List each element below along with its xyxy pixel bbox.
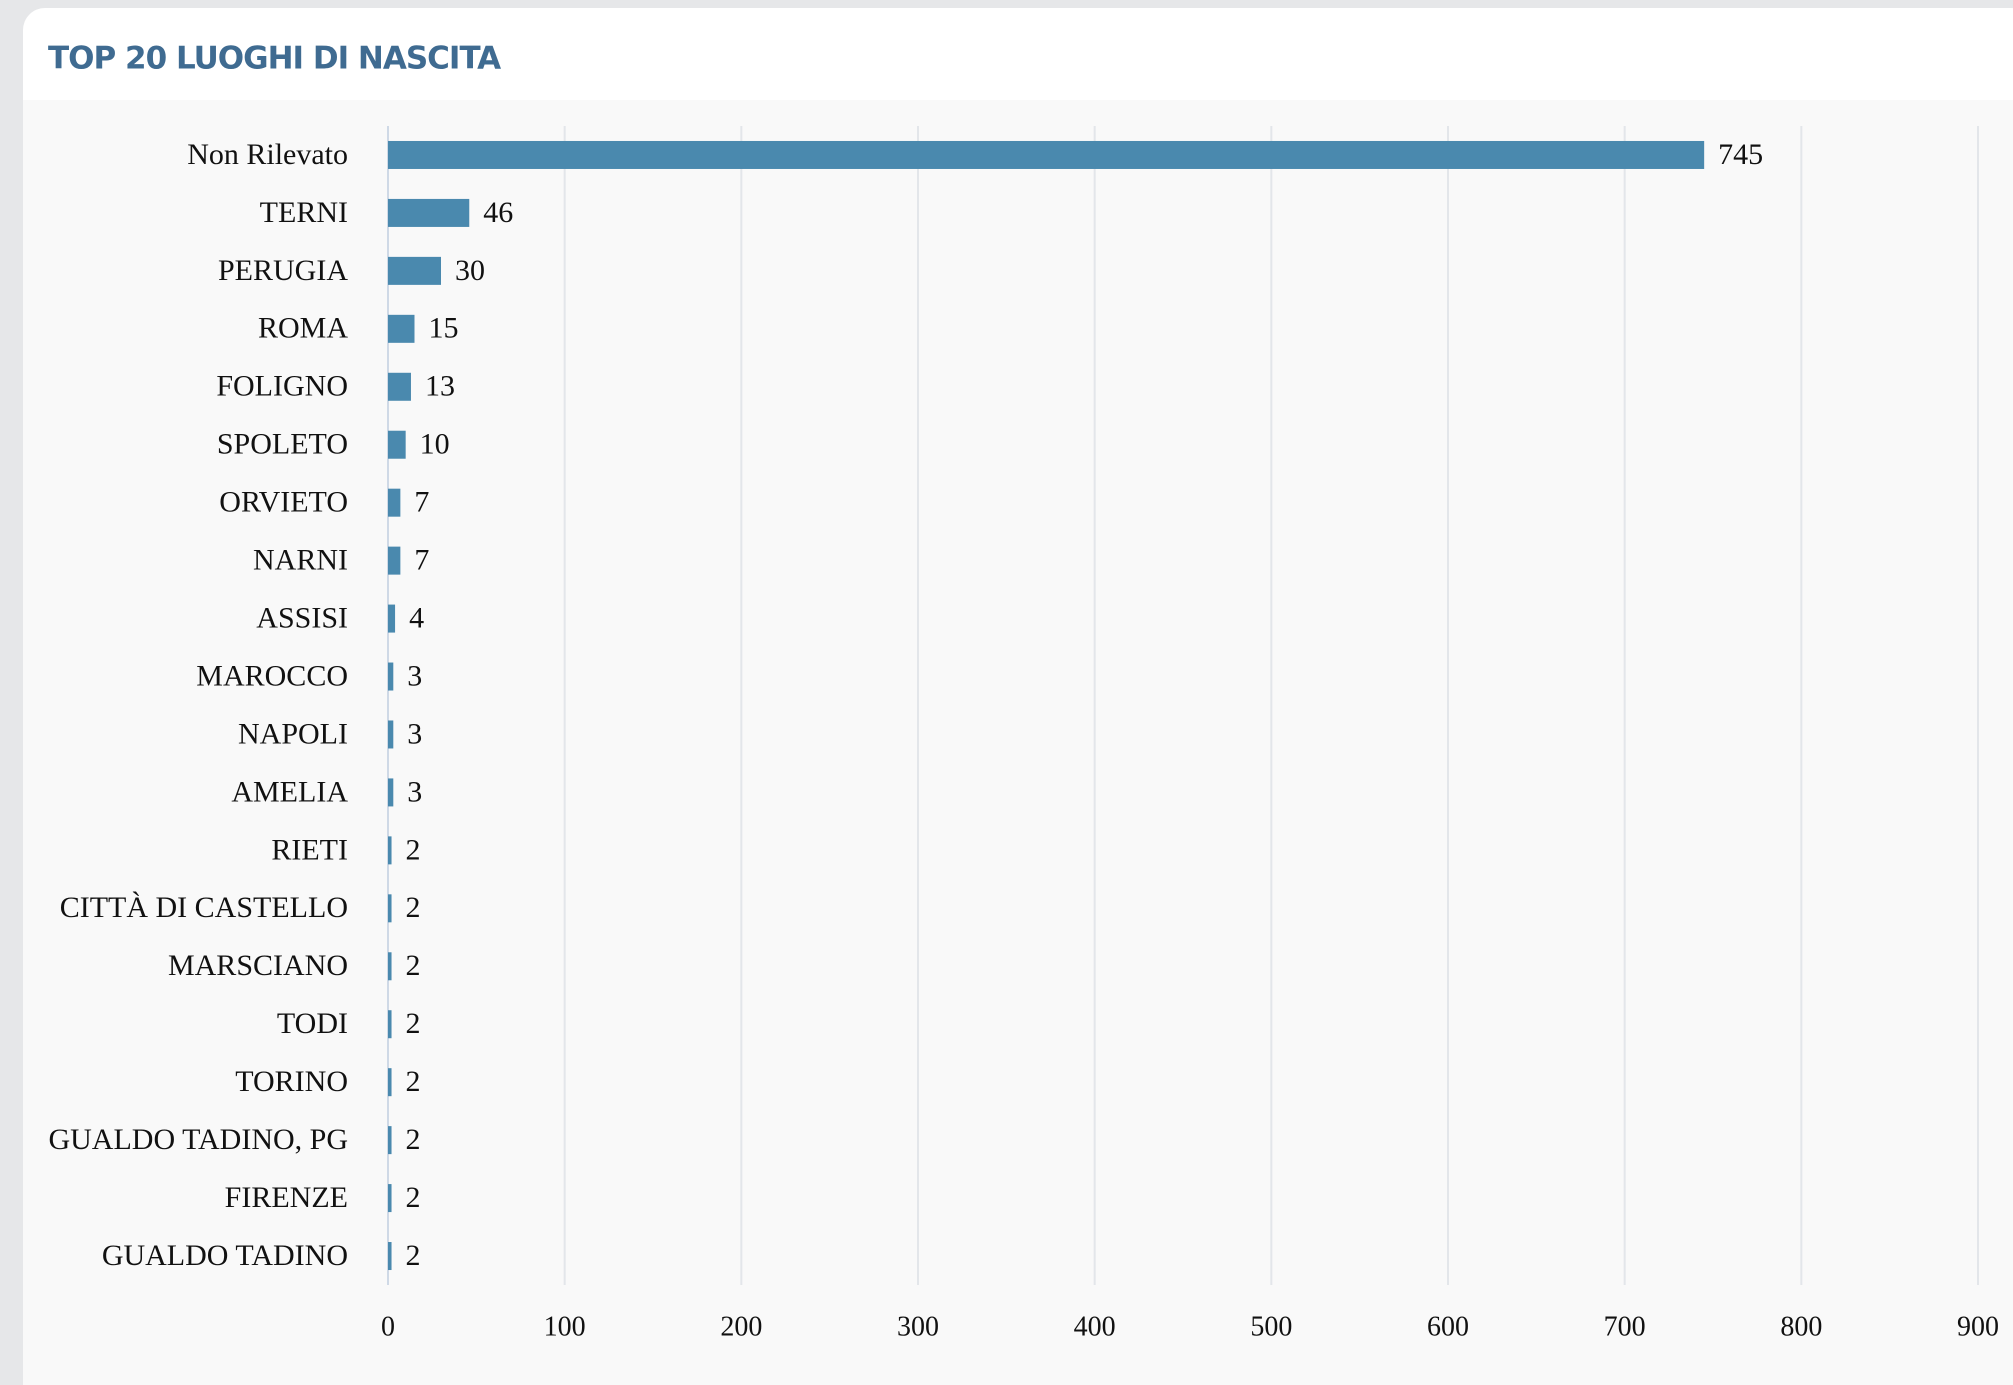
y-tick-label: ORVIETO bbox=[219, 486, 348, 519]
y-tick-label: MARSCIANO bbox=[168, 949, 348, 982]
y-tick-label: PERUGIA bbox=[218, 254, 348, 287]
value-label: 745 bbox=[1718, 138, 1763, 171]
bar bbox=[388, 488, 401, 517]
bar bbox=[388, 1068, 392, 1097]
bar bbox=[388, 836, 392, 865]
y-tick-label: TORINO bbox=[235, 1065, 348, 1098]
value-label: 7 bbox=[414, 486, 429, 519]
y-tick-label: TODI bbox=[277, 1007, 348, 1040]
value-label: 4 bbox=[409, 601, 424, 634]
bar bbox=[388, 778, 394, 807]
value-label: 2 bbox=[406, 949, 421, 982]
value-label: 2 bbox=[406, 833, 421, 866]
value-label: 2 bbox=[406, 1065, 421, 1098]
value-label: 15 bbox=[429, 312, 459, 345]
x-tick-label: 200 bbox=[720, 1311, 762, 1342]
y-tick-label: GUALDO TADINO bbox=[102, 1239, 348, 1272]
bar bbox=[388, 198, 470, 227]
x-tick-label: 500 bbox=[1250, 1311, 1292, 1342]
value-label: 2 bbox=[406, 1181, 421, 1214]
bar bbox=[388, 720, 394, 749]
chart-title: TOP 20 LUOGHI DI NASCITA bbox=[48, 41, 501, 77]
x-tick-label: 900 bbox=[1957, 1311, 1999, 1342]
value-label: 7 bbox=[414, 544, 429, 577]
bar bbox=[388, 952, 392, 981]
value-label: 13 bbox=[425, 370, 455, 403]
y-tick-label: FIRENZE bbox=[225, 1181, 348, 1214]
value-label: 10 bbox=[420, 428, 450, 461]
y-tick-label: TERNI bbox=[260, 196, 348, 229]
x-tick-label: 400 bbox=[1074, 1311, 1116, 1342]
y-tick-label: RIETI bbox=[271, 833, 348, 866]
bar bbox=[388, 1126, 392, 1155]
plot: 0 100 200 300 400 500 600 700 800 900 Non Rilevato… bbox=[48, 126, 1999, 1342]
y-tick-label: ASSISI bbox=[256, 601, 348, 634]
y-tick-label: MAROCCO bbox=[196, 659, 348, 692]
y-tick-label: NAPOLI bbox=[238, 717, 348, 750]
x-tick-label: 300 bbox=[897, 1311, 939, 1342]
x-tick-label: 700 bbox=[1604, 1311, 1646, 1342]
bar bbox=[388, 546, 401, 575]
value-label: 3 bbox=[407, 775, 422, 808]
value-label: 2 bbox=[406, 1123, 421, 1156]
value-label: 2 bbox=[406, 1239, 421, 1272]
value-label: 3 bbox=[407, 717, 422, 750]
y-tick-label: FOLIGNO bbox=[216, 370, 348, 403]
bar bbox=[388, 604, 396, 633]
plot-area bbox=[23, 100, 2013, 1385]
bar bbox=[388, 140, 1705, 169]
bar bbox=[388, 662, 394, 691]
bar bbox=[388, 430, 406, 459]
value-label: 2 bbox=[406, 891, 421, 924]
bar bbox=[388, 314, 415, 343]
x-tick-label: 600 bbox=[1427, 1311, 1469, 1342]
value-label: 46 bbox=[483, 196, 513, 229]
y-tick-label: AMELIA bbox=[231, 775, 348, 808]
x-tick-label: 800 bbox=[1780, 1311, 1822, 1342]
value-label: 3 bbox=[407, 659, 422, 692]
x-tick-label: 100 bbox=[544, 1311, 586, 1342]
bar bbox=[388, 1184, 392, 1213]
bar bbox=[388, 372, 411, 401]
y-tick-label: NARNI bbox=[253, 544, 348, 577]
x-tick-label: 0 bbox=[381, 1311, 395, 1342]
bar bbox=[388, 1242, 392, 1271]
value-label: 2 bbox=[406, 1007, 421, 1040]
bar bbox=[388, 894, 392, 923]
y-tick-label: Non Rilevato bbox=[187, 138, 348, 171]
value-label: 30 bbox=[455, 254, 485, 287]
y-tick-label: CITTÀ DI CASTELLO bbox=[60, 891, 348, 924]
y-tick-label: ROMA bbox=[258, 312, 348, 345]
bar bbox=[388, 256, 441, 285]
bar bbox=[388, 1010, 392, 1039]
y-tick-label: SPOLETO bbox=[217, 428, 348, 461]
y-tick-label: GUALDO TADINO, PG bbox=[48, 1123, 348, 1156]
